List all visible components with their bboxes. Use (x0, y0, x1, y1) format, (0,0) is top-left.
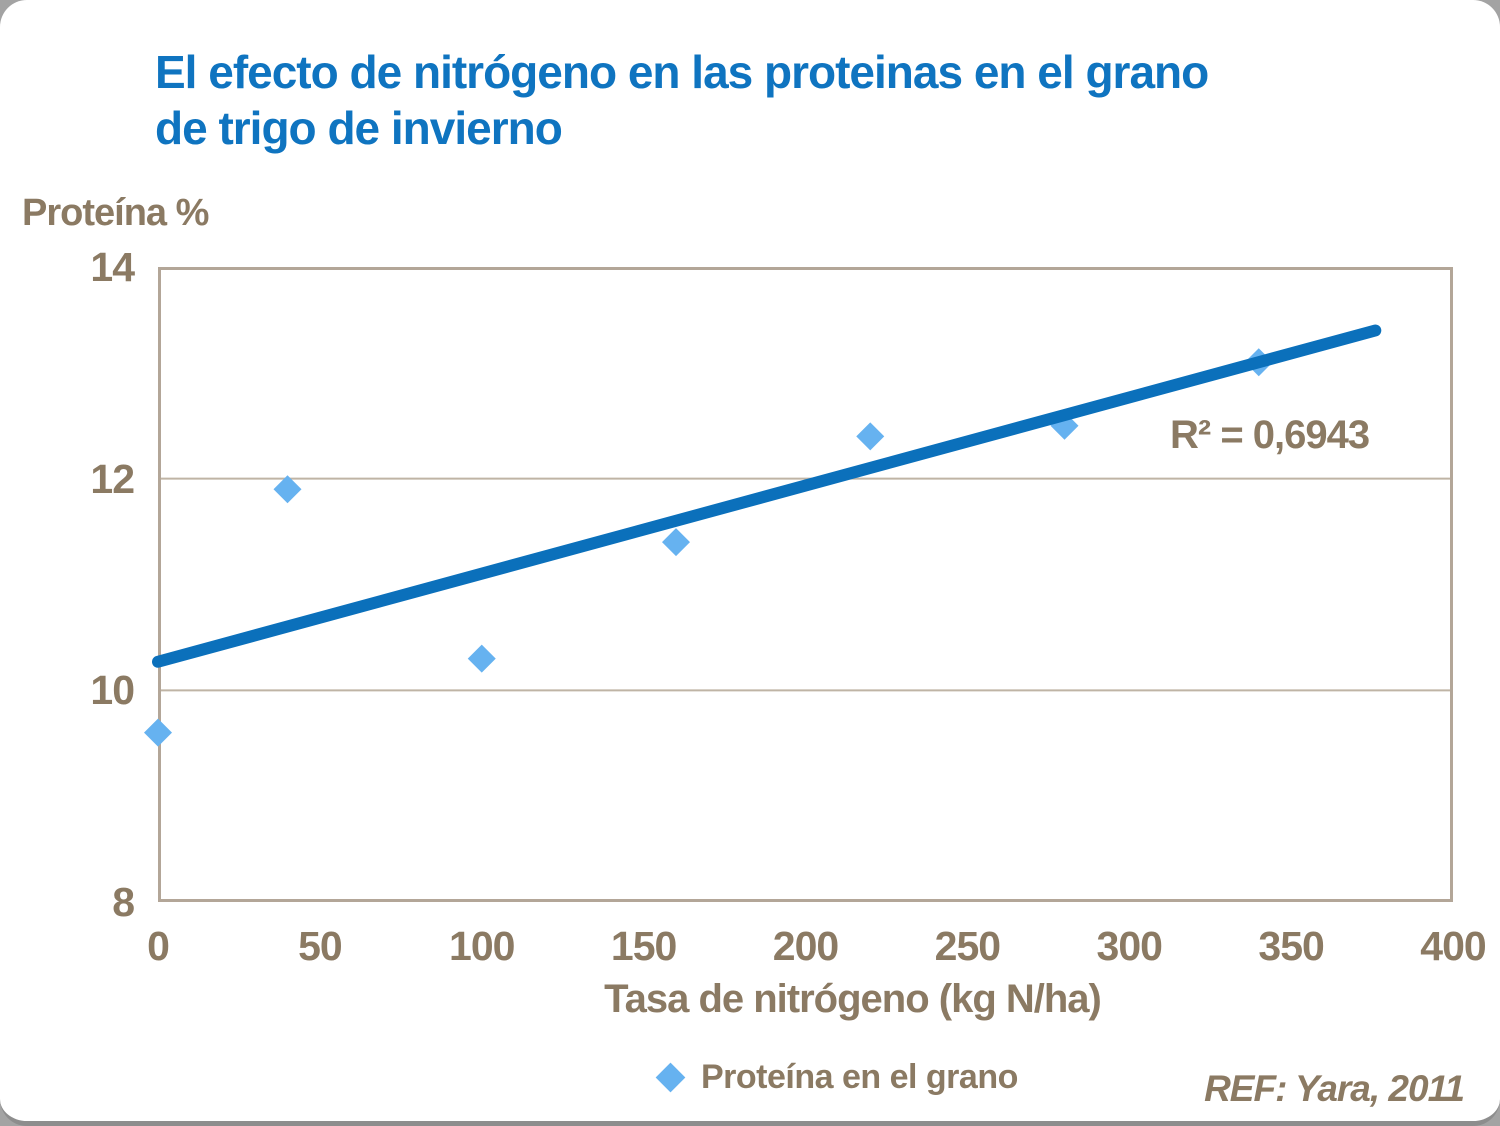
y-tick-label: 14 (90, 244, 135, 290)
chart-title: El efecto de nitrógeno en las proteinas … (155, 46, 1209, 154)
y-tick-label: 10 (90, 667, 135, 714)
data-point-diamond (467, 644, 496, 673)
x-tick-label: 400 (1420, 923, 1486, 969)
legend-diamond-icon (655, 1062, 686, 1093)
scatter-plot (144, 267, 1453, 902)
data-point-diamond (856, 422, 885, 451)
data-point-diamond (273, 475, 302, 504)
reference-citation: REF: Yara, 2011 (1204, 1068, 1465, 1109)
data-point-diamond (662, 528, 690, 557)
y-tick-label: 8 (112, 879, 135, 925)
x-tick-label: 250 (934, 923, 1001, 969)
r-squared-annotation: R² = 0,6943 (1170, 413, 1370, 457)
plot-border (158, 267, 1453, 902)
x-tick-label: 300 (1096, 923, 1163, 969)
x-tick-label: 50 (298, 923, 343, 969)
y-axis-title: Proteína % (22, 192, 209, 234)
x-tick-label: 350 (1258, 923, 1324, 969)
legend: Proteína en el grano (655, 1058, 1018, 1097)
x-tick-label: 150 (610, 923, 677, 969)
x-axis-title: Tasa de nitrógeno (kg N/ha) (604, 977, 1102, 1021)
legend-series-label: Proteína en el grano (701, 1058, 1018, 1096)
x-tick-label: 200 (772, 923, 839, 969)
x-tick-label: 0 (147, 923, 170, 969)
x-tick-label: 100 (449, 923, 515, 969)
trendline (152, 324, 1382, 668)
data-point-diamond (144, 718, 172, 747)
y-tick-label: 12 (90, 455, 135, 502)
